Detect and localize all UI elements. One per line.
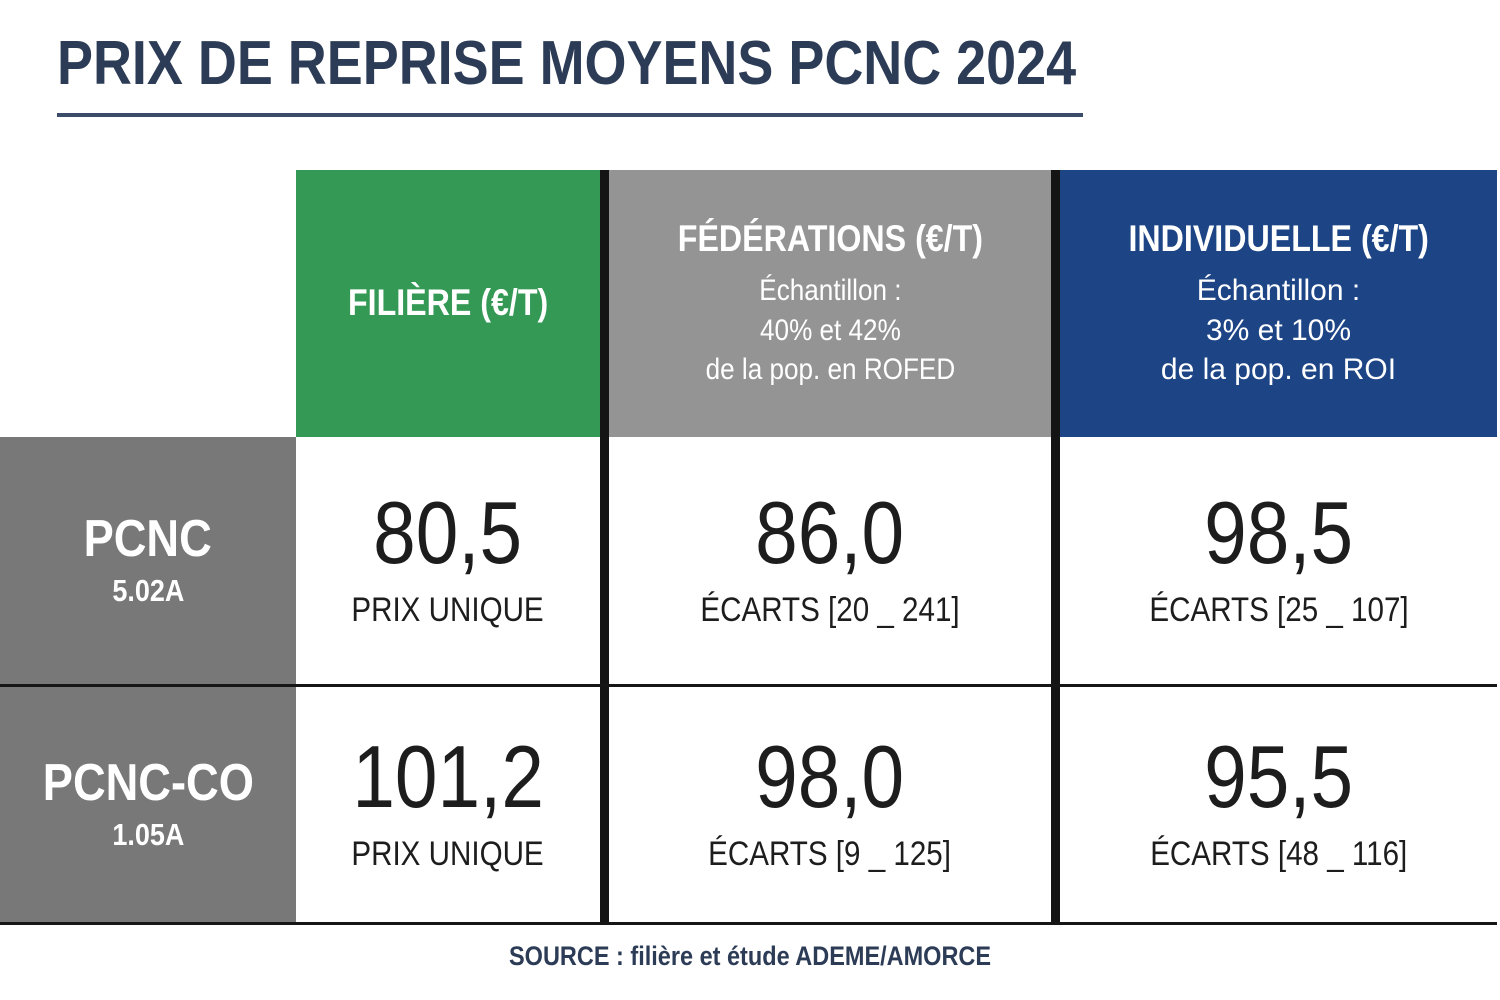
cell-caption-text: PRIX UNIQUE (351, 590, 545, 629)
column-divider-1 (600, 170, 609, 922)
col-header-federations-text: FÉDÉRATIONS (€/T) (677, 217, 983, 259)
cell-value-text: 80,5 (373, 483, 523, 583)
cell-pcnc-co-filiere: 101,2 PRIX UNIQUE (296, 687, 600, 922)
subtitle-line: Échantillon : (1196, 274, 1361, 308)
subtitle-line: 40% et 42% (759, 313, 901, 347)
cell-pcnc-individuelle: 98,5 ÉCARTS [25 _ 107] (1060, 437, 1497, 684)
subtitle-line: de la pop. en ROFED (705, 353, 955, 387)
row-code: 5.02A (107, 573, 190, 609)
row-header-pcnc: PCNC 5.02A (0, 437, 296, 684)
col-header-individuelle-label: INDIVIDUELLE (€/T) (1106, 217, 1451, 261)
row-divider (0, 684, 1497, 687)
page-title: PRIX DE REPRISE MOYENS PCNC 2024 (57, 28, 1228, 99)
cell-value: 98,5 (1193, 483, 1364, 583)
cell-caption-text: ÉCARTS [20 _ 241] (700, 590, 960, 629)
col-header-individuelle: INDIVIDUELLE (€/T) Échantillon : 3% et 1… (1060, 170, 1497, 437)
cell-value: 80,5 (362, 483, 533, 583)
cell-pcnc-co-individuelle: 95,5 ÉCARTS [48 _ 116] (1060, 687, 1497, 922)
cell-value: 86,0 (744, 483, 915, 583)
cell-value: 98,0 (744, 727, 915, 827)
row-code: 1.05A (107, 817, 190, 853)
cell-caption-text: ÉCARTS [9 _ 125] (708, 834, 952, 873)
row-name: PCNC (74, 512, 221, 567)
cell-caption: ÉCARTS [48 _ 116] (1131, 835, 1426, 874)
cell-value: 95,5 (1193, 727, 1364, 827)
col-header-federations-label: FÉDÉRATIONS (€/T) (655, 217, 1006, 261)
cell-caption: ÉCARTS [25 _ 107] (1130, 591, 1428, 630)
cell-value-text: 101,2 (352, 727, 544, 827)
row-code-text: 1.05A (112, 816, 184, 852)
col-header-federations: FÉDÉRATIONS (€/T) Échantillon : 40% et 4… (609, 170, 1051, 437)
col-header-individuelle-text: INDIVIDUELLE (€/T) (1128, 217, 1429, 259)
cell-caption-text: ÉCARTS [25 _ 107] (1148, 590, 1409, 629)
page-title-text: PRIX DE REPRISE MOYENS PCNC 2024 (57, 29, 1077, 98)
cell-caption: PRIX UNIQUE (337, 591, 558, 630)
source-note-text: SOURCE : filière et étude ADEME/AMORCE (508, 941, 992, 971)
cell-caption: PRIX UNIQUE (337, 835, 558, 874)
col-header-filiere-label: FILIÈRE (€/T) (333, 281, 563, 325)
row-name-text: PCNC (83, 510, 213, 569)
cell-caption-text: ÉCARTS [48 _ 116] (1149, 834, 1408, 873)
source-note: SOURCE : filière et étude ADEME/AMORCE (0, 941, 1500, 972)
cell-caption: ÉCARTS [9 _ 125] (690, 835, 969, 874)
subtitle-line: 3% et 10% (1205, 313, 1352, 347)
cell-pcnc-federations: 86,0 ÉCARTS [20 _ 241] (609, 437, 1051, 684)
cell-value-text: 98,0 (755, 727, 905, 827)
col-header-federations-subtitle: Échantillon : 40% et 42% de la pop. en R… (705, 271, 955, 390)
subtitle-line: Échantillon : (758, 274, 902, 308)
table-bottom-border (0, 922, 1497, 925)
cell-value-text: 95,5 (1203, 727, 1354, 827)
row-name-text: PCNC-CO (42, 754, 254, 813)
row-header-pcnc-co: PCNC-CO 1.05A (0, 687, 296, 922)
cell-value-text: 98,5 (1203, 483, 1354, 583)
cell-caption-text: PRIX UNIQUE (351, 834, 545, 873)
subtitle-line: de la pop. en ROI (1160, 353, 1397, 387)
col-header-filiere: FILIÈRE (€/T) (296, 170, 600, 437)
col-header-filiere-text: FILIÈRE (€/T) (347, 282, 549, 324)
cell-pcnc-co-federations: 98,0 ÉCARTS [9 _ 125] (609, 687, 1051, 922)
row-code-text: 5.02A (112, 572, 184, 608)
col-header-individuelle-subtitle: Échantillon : 3% et 10% de la pop. en RO… (1161, 271, 1396, 390)
title-underline (57, 113, 1083, 117)
cell-value: 101,2 (338, 727, 558, 827)
cell-pcnc-filiere: 80,5 PRIX UNIQUE (296, 437, 600, 684)
cell-value-text: 86,0 (755, 483, 905, 583)
cell-caption: ÉCARTS [20 _ 241] (681, 591, 979, 630)
column-divider-2 (1051, 170, 1060, 922)
row-name: PCNC-CO (27, 756, 270, 811)
